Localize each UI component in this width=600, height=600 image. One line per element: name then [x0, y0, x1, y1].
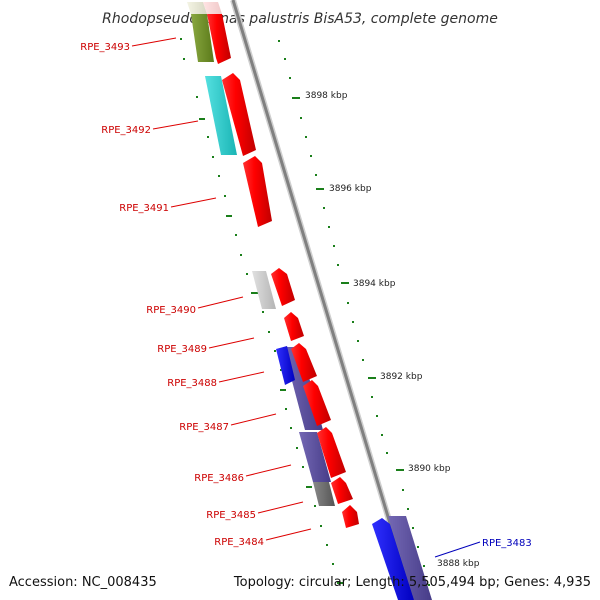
- kbp-label-3890: 3890 kbp: [408, 464, 451, 474]
- leader-rpe3493: [131, 37, 177, 47]
- leader-rpe3487: [230, 413, 277, 426]
- accession-text: Accession: NC_008435: [9, 575, 157, 590]
- leader-rpe3485: [257, 501, 304, 514]
- leader-rpe3492: [152, 120, 199, 130]
- gene-rpe3489[interactable]: [284, 312, 304, 341]
- leader-rpe3483: [434, 541, 481, 558]
- label-rpe3493[interactable]: RPE_3493: [80, 42, 130, 53]
- gene-rpe3484[interactable]: [342, 505, 359, 528]
- gene-rpe3493-light: [203, 2, 222, 14]
- cog-block-olive: [191, 14, 214, 62]
- kbp-label-3892: 3892 kbp: [380, 372, 423, 382]
- gene-rpe3487[interactable]: [303, 380, 331, 426]
- cog-block-cream: [187, 2, 207, 14]
- label-rpe3488[interactable]: RPE_3488: [167, 378, 217, 389]
- label-rpe3492[interactable]: RPE_3492: [101, 125, 151, 136]
- gene-rpe3492[interactable]: [222, 73, 256, 156]
- inner-tick-ring: [180, 38, 343, 584]
- gene-rpe3486[interactable]: [317, 427, 346, 478]
- label-rpe3489[interactable]: RPE_3489: [157, 344, 207, 355]
- leader-rpe3488: [218, 371, 265, 383]
- label-rpe3486[interactable]: RPE_3486: [194, 473, 244, 484]
- gene-rpe3485[interactable]: [331, 477, 353, 504]
- label-rpe3484[interactable]: RPE_3484: [214, 537, 264, 548]
- leader-rpe3484: [265, 528, 312, 541]
- genome-summary-text: Topology: circular; Length: 5,505,494 bp…: [233, 575, 591, 590]
- kbp-label-3894: 3894 kbp: [353, 279, 396, 289]
- leader-rpe3490: [197, 296, 244, 309]
- gene-labels: RPE_3493 RPE_3492 RPE_3491 RPE_3490 RPE_…: [80, 37, 532, 558]
- cog-block-dark: [313, 482, 335, 506]
- map-title: Rhodopseudomonas palustris BisA53, compl…: [102, 11, 498, 27]
- gene-features: [203, 2, 414, 600]
- kbp-label-3896: 3896 kbp: [329, 184, 372, 194]
- kbp-label-3898: 3898 kbp: [305, 91, 348, 101]
- cog-block-cyan: [205, 76, 237, 155]
- leader-rpe3491: [170, 197, 217, 208]
- cog-block-gray: [252, 271, 276, 309]
- label-rpe3490[interactable]: RPE_3490: [146, 305, 196, 316]
- kbp-scale: 3898 kbp 3896 kbp 3894 kbp 3892 kbp 3890…: [305, 91, 480, 569]
- cog-block-purple-right: [388, 516, 432, 600]
- outer-tick-ring: [278, 40, 430, 586]
- gene-rpe3488-blue[interactable]: [276, 346, 295, 385]
- gene-rpe3483[interactable]: [372, 518, 414, 600]
- leader-rpe3489: [208, 337, 255, 349]
- gene-rpe3493[interactable]: [207, 14, 231, 64]
- leader-rpe3486: [245, 464, 292, 477]
- kbp-label-3888: 3888 kbp: [437, 559, 480, 569]
- gene-rpe3490[interactable]: [271, 268, 295, 306]
- label-rpe3491[interactable]: RPE_3491: [119, 203, 169, 214]
- gene-rpe3488[interactable]: [291, 343, 317, 382]
- backbone: [230, 0, 416, 600]
- footer: Accession: NC_008435 Topology: circular;…: [9, 575, 591, 590]
- label-rpe3485[interactable]: RPE_3485: [206, 510, 256, 521]
- gene-rpe3491[interactable]: [243, 156, 272, 227]
- label-rpe3487[interactable]: RPE_3487: [179, 422, 229, 433]
- cog-block-purple-lower: [299, 432, 331, 482]
- label-rpe3483[interactable]: RPE_3483: [482, 538, 532, 549]
